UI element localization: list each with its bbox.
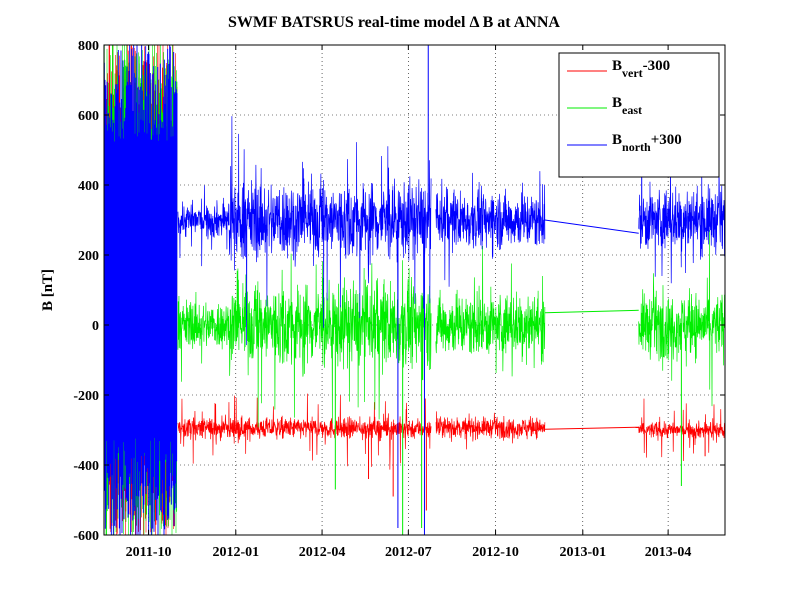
series-2-segment xyxy=(177,291,230,382)
y-tick-label: -200 xyxy=(73,389,99,404)
legend: Bvert-300 Beast Bnorth+300 xyxy=(558,52,720,178)
y-tick-label: 800 xyxy=(78,39,99,54)
x-tick-label: 2012-10 xyxy=(472,545,519,560)
plot-frame xyxy=(103,44,726,536)
legend-label: Beast xyxy=(612,95,642,117)
y-tick-label: 200 xyxy=(78,249,99,264)
x-tick-label: 2012-01 xyxy=(212,545,259,560)
saturated-block xyxy=(104,45,178,535)
x-tick-label: 2011-10 xyxy=(126,545,172,560)
saturated-trace xyxy=(104,45,178,535)
series-layer xyxy=(104,45,725,535)
y-axis-label: B [nT] xyxy=(40,269,56,311)
y-tick-label: 0 xyxy=(92,319,99,334)
x-tick-label: 2013-01 xyxy=(559,545,606,560)
series-1-gap-line xyxy=(544,426,639,430)
series-1-segment xyxy=(177,393,432,470)
y-tick-label: -600 xyxy=(73,529,99,544)
legend-label: Bnorth+300 xyxy=(612,132,682,154)
x-tick-label: 2012-04 xyxy=(299,545,346,560)
series-3-gap-line xyxy=(544,219,639,234)
series-2-segment xyxy=(435,245,546,377)
series-3-segment xyxy=(435,171,546,287)
chart-title: SWMF BATSRUS real-time model Δ B at ANNA xyxy=(228,14,560,31)
x-tick-label: 2012-07 xyxy=(385,545,432,560)
ticks: -600 -400 -200 0 200 400 600 800 2011-10 2012-01 2… xyxy=(73,39,725,560)
legend-label: Bvert-300 xyxy=(612,58,670,80)
series-2 xyxy=(177,229,725,535)
series-3-segment xyxy=(177,185,230,267)
series-1-segment xyxy=(435,411,546,450)
y-tick-label: 400 xyxy=(78,179,99,194)
series-2-segment xyxy=(638,229,725,407)
y-tick-label: 600 xyxy=(78,109,99,124)
x-tick-label: 2013-04 xyxy=(645,545,692,560)
series-3 xyxy=(177,45,725,535)
series-2-gap-line xyxy=(544,309,639,314)
series-3-segment xyxy=(638,128,725,284)
legend-box xyxy=(558,52,720,178)
y-tick-label: -400 xyxy=(73,459,99,474)
